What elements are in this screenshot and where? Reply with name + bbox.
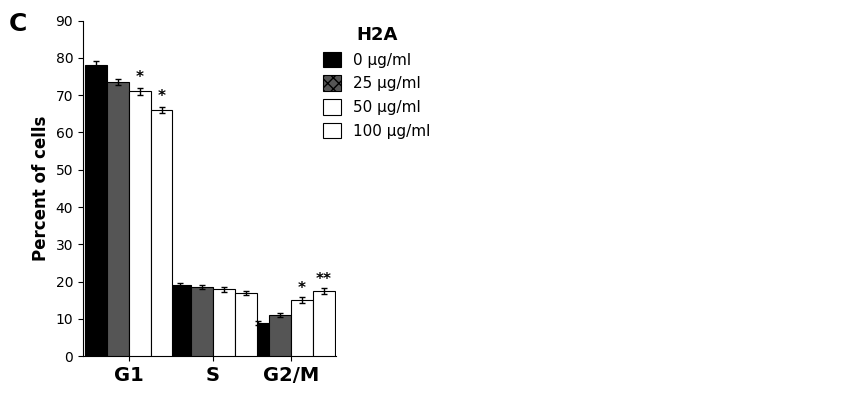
Y-axis label: Percent of cells: Percent of cells: [32, 116, 50, 261]
Text: *: *: [157, 89, 166, 104]
Bar: [169, 285, 191, 356]
Bar: [291, 300, 313, 356]
Bar: [128, 91, 150, 356]
Bar: [213, 289, 235, 356]
Bar: [313, 291, 335, 356]
Bar: [106, 82, 128, 356]
Bar: [235, 293, 257, 356]
Legend: 0 μg/ml, 25 μg/ml, 50 μg/ml, 100 μg/ml: 0 μg/ml, 25 μg/ml, 50 μg/ml, 100 μg/ml: [318, 22, 435, 143]
Bar: [269, 315, 291, 356]
Text: **: **: [316, 272, 332, 287]
Text: *: *: [298, 281, 306, 296]
Text: C: C: [8, 12, 27, 36]
Bar: [246, 323, 269, 356]
Text: *: *: [135, 70, 144, 85]
Bar: [150, 110, 173, 356]
Bar: [85, 65, 106, 356]
Bar: [191, 287, 213, 356]
